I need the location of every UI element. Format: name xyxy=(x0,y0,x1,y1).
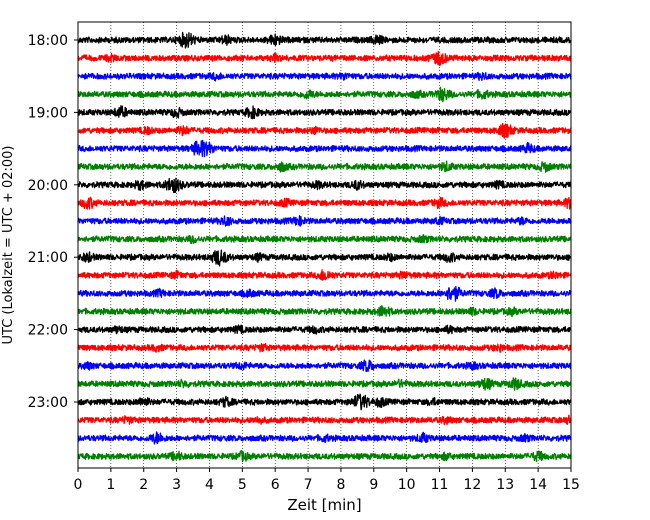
seismic-trace xyxy=(77,215,572,227)
x-tick-label: 3 xyxy=(172,477,181,493)
y-tick-label: 20:00 xyxy=(28,178,68,194)
x-tick-label: 7 xyxy=(304,477,313,493)
seismic-trace xyxy=(77,393,572,411)
seismic-trace xyxy=(77,450,572,463)
x-tick-label: 8 xyxy=(336,477,345,493)
seismic-trace xyxy=(77,196,572,210)
seismic-trace xyxy=(77,269,572,281)
trace-group xyxy=(77,31,572,463)
y-tick-label: 23:00 xyxy=(28,395,68,411)
seismic-trace xyxy=(77,122,572,139)
y-tick-label: 21:00 xyxy=(28,250,68,266)
seismic-trace xyxy=(77,342,572,353)
vertical-gridlines xyxy=(110,22,539,468)
seismic-trace xyxy=(77,160,572,173)
seismic-trace xyxy=(77,305,572,318)
seismic-trace xyxy=(77,86,572,103)
x-tick-label: 0 xyxy=(74,477,83,493)
seismic-trace xyxy=(77,324,572,335)
seismic-trace xyxy=(77,31,572,49)
y-tick-label: 19:00 xyxy=(28,105,68,121)
seismic-trace xyxy=(77,414,572,426)
y-axis: 18:00 19:00 20:00 21:00 22:00 23:00 xyxy=(28,33,78,411)
y-axis-label: UTC (Lokalzeit = UTC + 02:00) xyxy=(1,146,16,345)
y-tick-label: 22:00 xyxy=(28,323,68,339)
seismic-trace xyxy=(77,233,572,245)
plot-frame xyxy=(77,21,572,469)
seismic-trace xyxy=(77,431,572,445)
x-tick-label: 6 xyxy=(271,477,280,493)
x-tick-label: 5 xyxy=(238,477,247,493)
x-tick-label: 12 xyxy=(463,477,481,493)
x-tick-label: 13 xyxy=(496,477,514,493)
seismic-trace xyxy=(77,50,572,66)
seismic-trace xyxy=(77,105,572,120)
y-tick-label: 18:00 xyxy=(28,33,68,49)
seismic-trace xyxy=(77,285,572,302)
seismic-trace xyxy=(77,71,572,82)
seismic-trace xyxy=(77,359,572,373)
seismic-trace xyxy=(77,139,572,158)
seismic-trace xyxy=(77,377,572,391)
x-tick-label: 11 xyxy=(431,477,449,493)
x-axis-label: Zeit [min] xyxy=(287,496,361,514)
x-tick-label: 14 xyxy=(529,477,547,493)
seismic-trace xyxy=(77,249,572,267)
x-tick-label: 1 xyxy=(106,477,115,493)
x-tick-label: 15 xyxy=(562,477,580,493)
x-tick-label: 9 xyxy=(369,477,378,493)
x-tick-label: 10 xyxy=(398,477,416,493)
x-tick-label: 4 xyxy=(205,477,214,493)
seismic-trace xyxy=(77,177,572,194)
x-tick-label: 2 xyxy=(139,477,148,493)
x-axis: 0 1 2 3 4 5 6 7 8 9 10 11 12 13 14 15 xyxy=(74,468,580,493)
